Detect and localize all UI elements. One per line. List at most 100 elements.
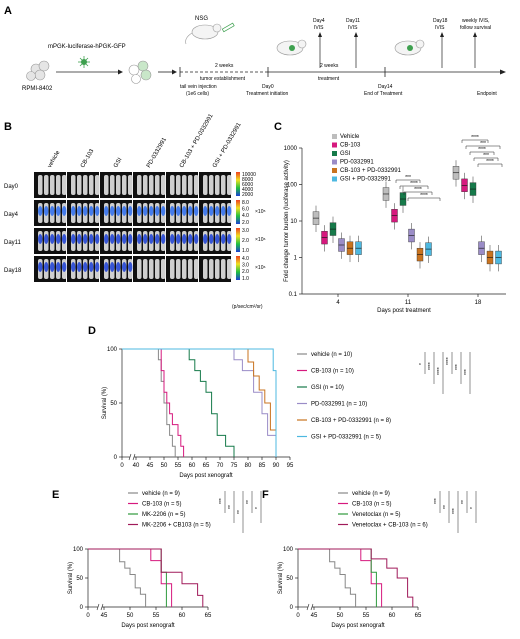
ivis-image-grid — [34, 172, 232, 282]
panel-e-label: E — [52, 489, 59, 501]
significance-stars: **** — [420, 193, 428, 199]
interval2-label: 2 weeks — [320, 63, 339, 69]
legend-label: CB-103 — [340, 143, 361, 149]
scale-tick-label: 2.0 — [242, 238, 249, 244]
bioluminescence-signal — [194, 206, 199, 216]
significance-stars: ** — [246, 500, 252, 504]
day11-ivis: IVIS — [348, 25, 358, 31]
legend-label: GSI (n = 10) — [311, 385, 344, 391]
mouse-silhouette — [62, 175, 67, 195]
color-scale-bar — [236, 172, 240, 196]
legend-swatch — [332, 176, 337, 182]
legend-label: vehicle (n = 9) — [352, 491, 390, 497]
survival-curve — [122, 348, 235, 457]
bioluminescence-signal — [50, 262, 55, 272]
day4-ivis: IVIS — [314, 25, 324, 31]
survival-chart-d: 0 50 100 0 40 45 50 55 60 65 70 75 80 85 90 95 Survival … — [102, 347, 471, 479]
scale-tick-label: 3.0 — [242, 263, 249, 269]
significance-bracket — [461, 139, 489, 143]
y-tick-label: 1 — [294, 256, 298, 262]
legend-label: CB-103 (n = 5) — [142, 502, 182, 508]
scale-tick-label: 4000 — [242, 187, 253, 193]
x-tick-label: 11 — [405, 300, 412, 306]
gfp-cells-icon — [128, 60, 152, 84]
mouse-silhouette — [227, 175, 232, 195]
significance-stars: **** — [437, 367, 443, 375]
y-axis-label: Survival (%) — [278, 562, 284, 594]
bioluminescence-signal — [104, 262, 109, 272]
bioluminescence-signal — [128, 262, 133, 272]
mouse-silhouette — [170, 259, 175, 279]
bioluminescence-signal — [182, 206, 187, 216]
significance-stars: ** — [443, 505, 449, 509]
bioluminescence-signal — [89, 234, 94, 244]
x-tick-label: 55 — [153, 613, 160, 619]
significance-stars: *** — [405, 175, 411, 181]
significance-stars: * — [419, 363, 425, 365]
significance-stars: *** — [455, 364, 461, 370]
mouse-silhouette — [209, 175, 214, 195]
scale-tick-label: 3.0 — [242, 228, 249, 234]
y-tick-label: 0 — [114, 455, 118, 461]
bioluminescence-signal — [215, 234, 220, 244]
bioluminescence-signal — [56, 206, 61, 216]
significance-stars: * — [255, 507, 261, 509]
column-header: CB-103 + PD-0332991 — [179, 113, 215, 169]
mouse-silhouette — [149, 175, 154, 195]
y-axis-label: Survival (%) — [68, 562, 74, 594]
bioluminescence-signal — [71, 262, 76, 272]
panel-f-label: F — [262, 489, 269, 501]
legend-swatch — [332, 159, 337, 165]
y-tick-label: 100 — [73, 547, 84, 553]
x-tick-label: 40 — [133, 463, 140, 469]
legend-label: MK-2206 + CB103 (n = 5) — [142, 523, 211, 529]
legend-label: GSI — [340, 151, 351, 157]
axis-break — [128, 453, 136, 461]
bioluminescence-signal — [176, 234, 181, 244]
x-tick-label: 60 — [389, 613, 396, 619]
color-scale-bar — [236, 228, 240, 252]
significance-bracket — [395, 179, 421, 183]
survival-curve — [122, 348, 185, 457]
significance-stars: *** — [434, 498, 440, 504]
y-tick-label: 50 — [76, 576, 83, 582]
follow-survival-label: follow survival — [460, 25, 491, 31]
survival-chart-f: 0 50 100 0 45 50 55 60 65 Survival (%) Days post x… — [278, 491, 477, 629]
panel-b-label: B — [4, 121, 12, 133]
interval1-sub: tumor establishment — [200, 76, 246, 82]
bioluminescence-signal — [38, 262, 43, 272]
y-axis-label: Survival (%) — [102, 387, 108, 419]
bioluminescence-signal — [161, 206, 166, 216]
bioluminescence-signal — [61, 234, 67, 244]
row-label: Day0 — [4, 184, 19, 190]
ivis-scale-bars: 1000080006000400020008.06.04.02.0×10⁵3.0… — [236, 172, 266, 282]
x-tick-label: 65 — [415, 613, 422, 619]
mouse-silhouette — [221, 259, 226, 279]
mouse-silhouette — [89, 175, 94, 195]
mouse-silhouette — [155, 175, 160, 195]
bioluminescence-signal — [56, 262, 61, 272]
y-tick-label: 50 — [110, 401, 117, 407]
mouse-silhouette — [104, 175, 109, 195]
mouse-silhouette — [143, 175, 148, 195]
bioluminescence-signal — [71, 206, 76, 216]
mouse-silhouette — [110, 175, 115, 195]
x-tick-label: 90 — [273, 463, 280, 469]
significance-stars: *** — [480, 141, 486, 147]
bioluminescence-signal — [149, 206, 154, 216]
endpoint-label: Endpoint — [477, 91, 497, 97]
bioluminescence-signal — [122, 234, 127, 244]
x-tick-label: 0 — [86, 613, 90, 619]
x-tick-label: 45 — [101, 613, 108, 619]
y-tick-label: 0 — [80, 605, 84, 611]
axis-break — [96, 603, 104, 611]
bioluminescence-signal — [61, 262, 67, 272]
mouse-silhouette — [182, 175, 187, 195]
x-tick-label: 4 — [336, 300, 340, 306]
survival-curve — [298, 548, 377, 607]
day14-sub: End of Treatment — [364, 91, 403, 97]
mouse-silhouette — [203, 259, 208, 279]
survival-curve — [298, 548, 357, 607]
survival-curve — [122, 348, 277, 457]
day14-label: Day14 — [378, 84, 393, 90]
